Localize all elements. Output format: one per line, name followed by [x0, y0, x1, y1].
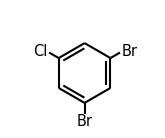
Text: Br: Br	[121, 44, 137, 59]
Text: Cl: Cl	[33, 44, 48, 59]
Text: Br: Br	[77, 114, 93, 129]
